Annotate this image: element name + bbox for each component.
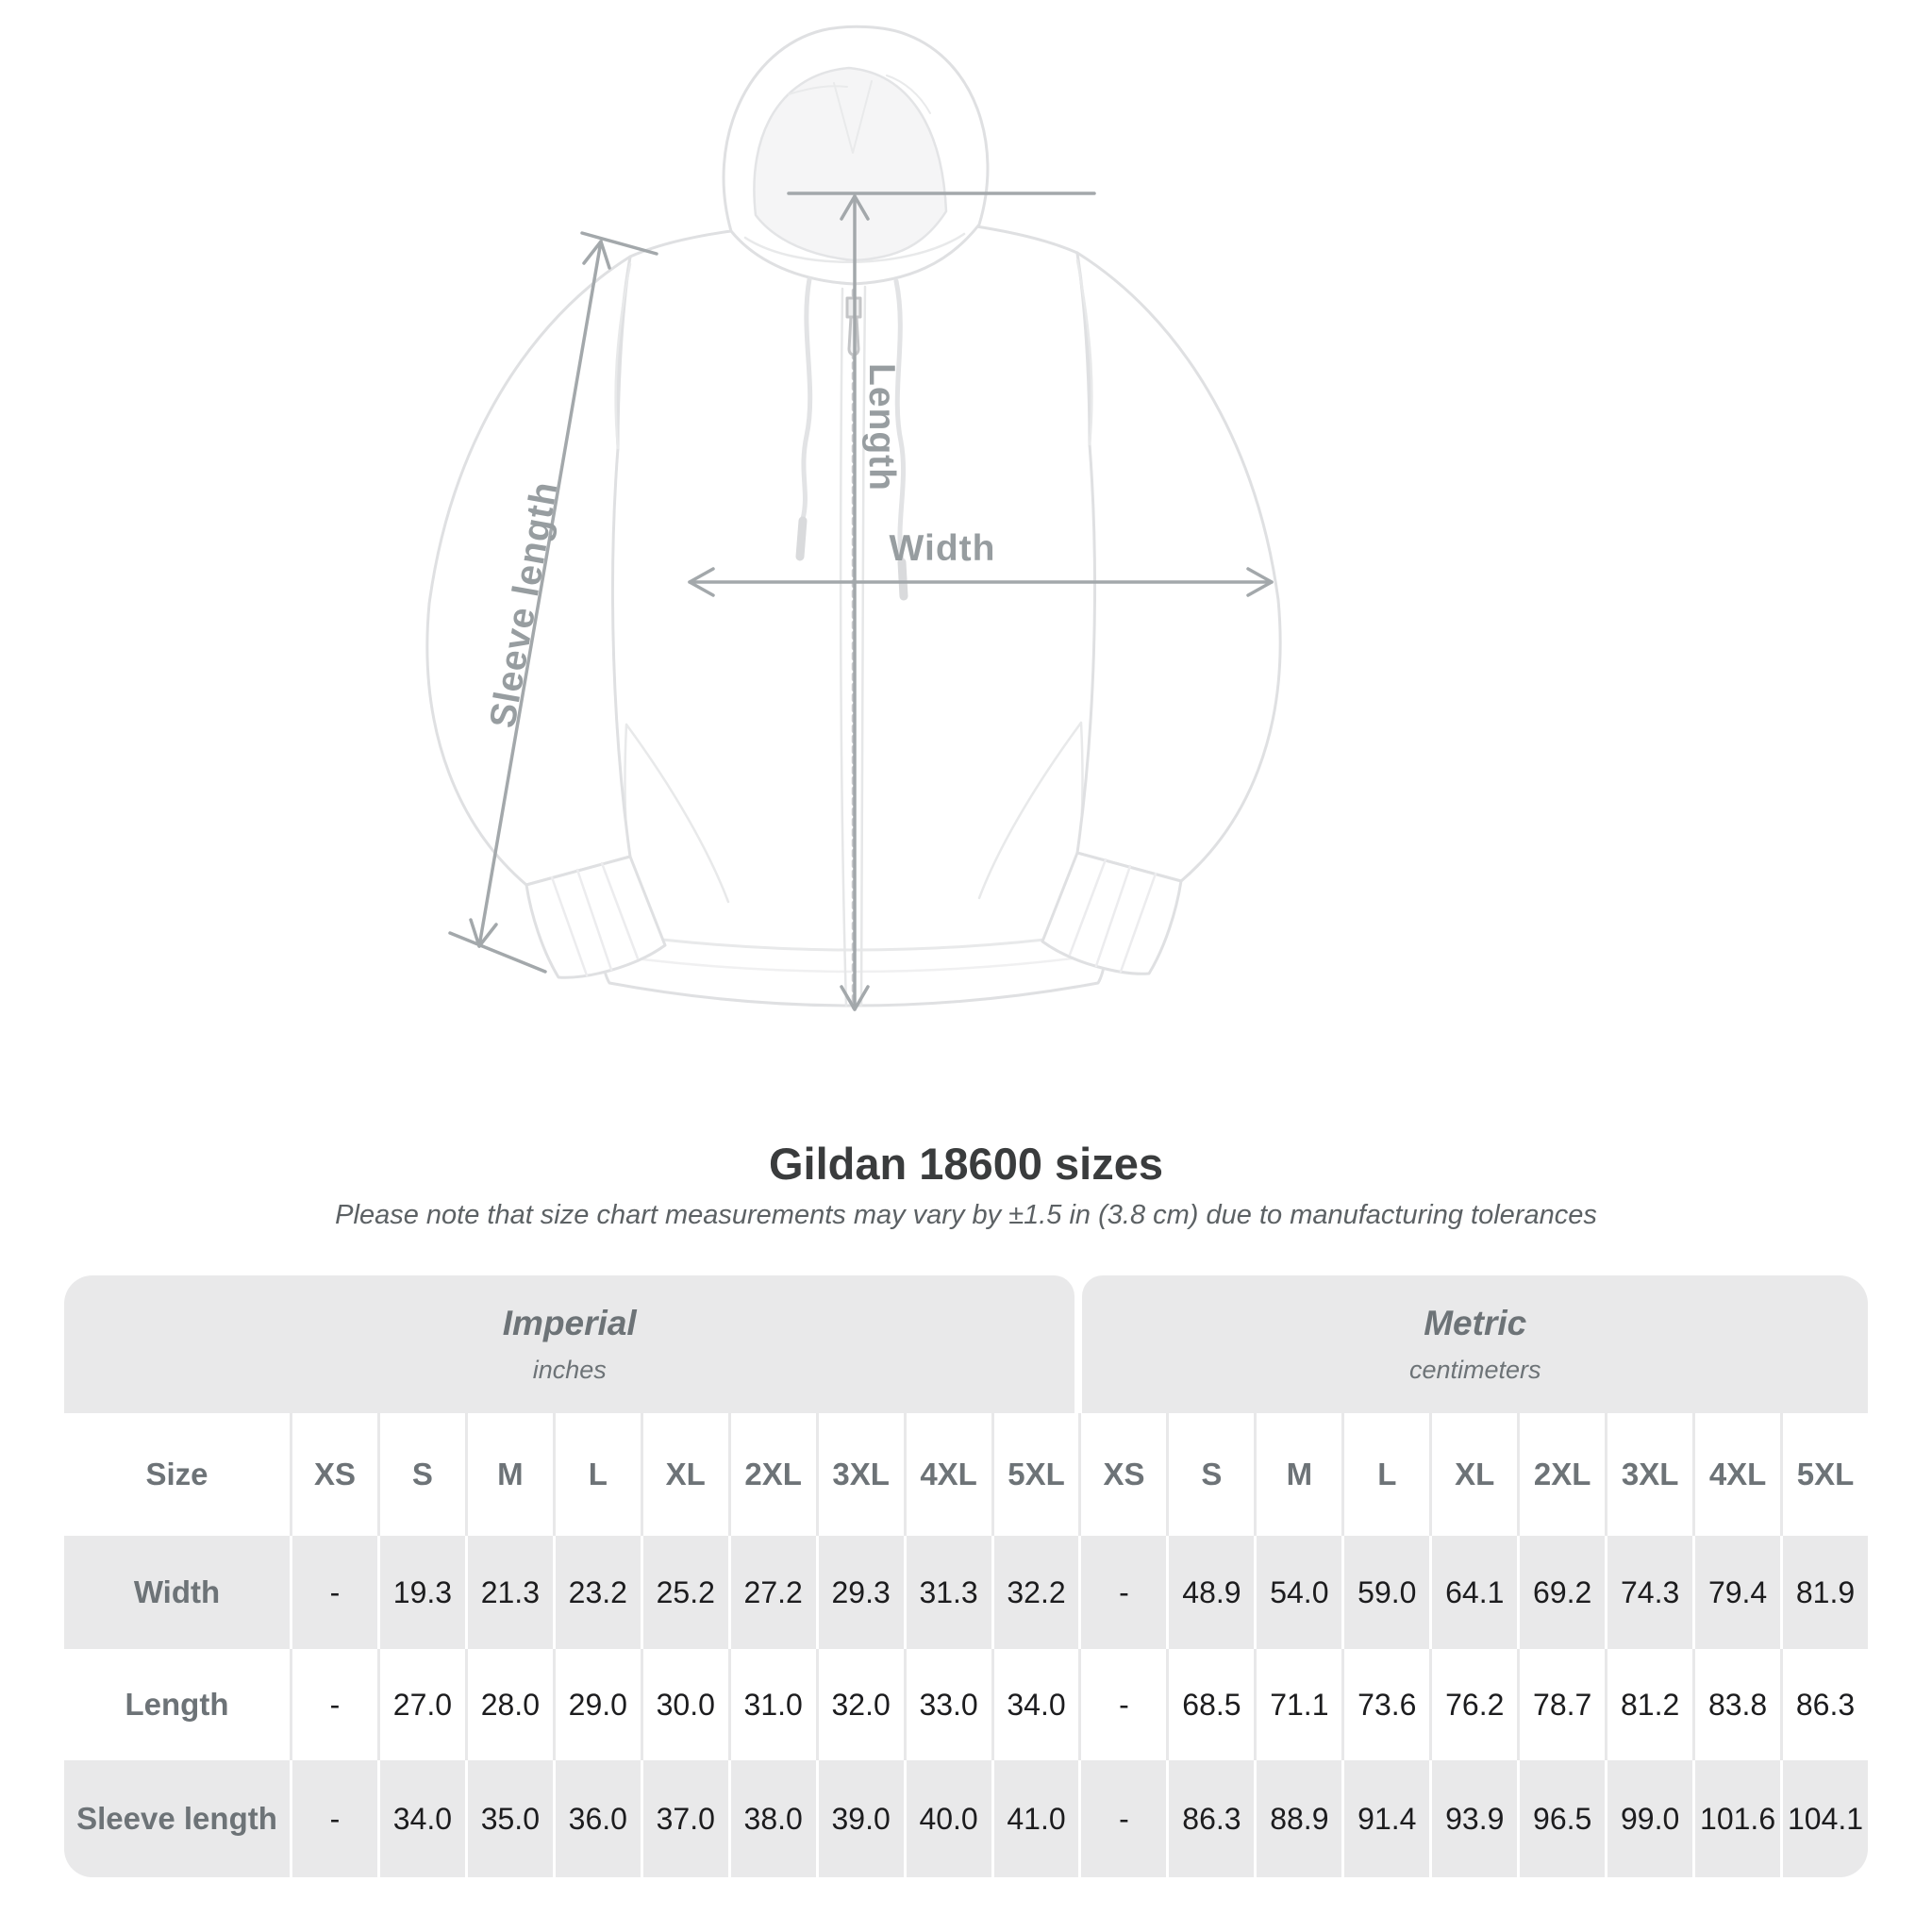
col-header-metric-4xl: 4XL: [1692, 1413, 1781, 1536]
cell-length-metric-4xl: 83.8: [1692, 1649, 1781, 1760]
cell-length-imperial-3xl: 32.0: [815, 1649, 904, 1760]
col-header-imperial-l: L: [552, 1413, 641, 1536]
cell-sleeve-metric-5xl: 104.1: [1780, 1760, 1868, 1877]
cell-length-imperial-xl: 30.0: [640, 1649, 728, 1760]
col-header-imperial-5xl: 5XL: [991, 1413, 1079, 1536]
col-header-metric-xl: XL: [1429, 1413, 1518, 1536]
col-header-imperial-3xl: 3XL: [815, 1413, 904, 1536]
imperial-label: Imperial: [502, 1304, 637, 1342]
cell-length-imperial-4xl: 33.0: [903, 1649, 991, 1760]
cell-sleeve-imperial-5xl: 41.0: [991, 1760, 1079, 1877]
col-header-imperial-xs: XS: [290, 1413, 377, 1536]
cell-width-metric-xs: -: [1078, 1536, 1167, 1649]
cell-sleeve-metric-s: 86.3: [1166, 1760, 1255, 1877]
cell-width-metric-4xl: 79.4: [1692, 1536, 1781, 1649]
cell-length-imperial-s: 27.0: [376, 1649, 465, 1760]
cell-width-imperial-xl: 25.2: [640, 1536, 728, 1649]
cell-length-metric-m: 71.1: [1254, 1649, 1342, 1760]
col-header-metric-l: L: [1341, 1413, 1430, 1536]
cell-width-imperial-2xl: 27.2: [727, 1536, 816, 1649]
row-label-width: Width: [64, 1536, 290, 1649]
cell-width-metric-m: 54.0: [1254, 1536, 1342, 1649]
cell-sleeve-metric-xs: -: [1078, 1760, 1167, 1877]
size-column-header: Size: [64, 1413, 290, 1536]
page-title: Gildan 18600 sizes: [768, 1139, 1164, 1189]
metric-unit-label: centimeters: [1408, 1356, 1541, 1384]
cell-length-imperial-2xl: 31.0: [727, 1649, 816, 1760]
length-dimension-label: Length: [861, 363, 902, 491]
imperial-band: Imperial inches: [64, 1275, 1075, 1413]
cell-sleeve-metric-xl: 93.9: [1429, 1760, 1518, 1877]
cell-width-imperial-4xl: 31.3: [903, 1536, 991, 1649]
cell-length-metric-l: 73.6: [1341, 1649, 1430, 1760]
col-header-metric-3xl: 3XL: [1605, 1413, 1693, 1536]
tolerance-note: Please note that size chart measurements…: [335, 1200, 1597, 1230]
cell-length-metric-2xl: 78.7: [1517, 1649, 1606, 1760]
cell-sleeve-imperial-xl: 37.0: [640, 1760, 728, 1877]
width-arrow: [688, 567, 1274, 597]
cell-sleeve-imperial-3xl: 39.0: [815, 1760, 904, 1877]
col-header-metric-xs: XS: [1078, 1413, 1167, 1536]
measurement-arrows: [448, 192, 1274, 1011]
metric-band: Metric centimeters: [1082, 1275, 1868, 1413]
col-header-metric-s: S: [1166, 1413, 1255, 1536]
row-label-length: Length: [64, 1649, 290, 1760]
cell-sleeve-imperial-s: 34.0: [376, 1760, 465, 1877]
cell-length-imperial-m: 28.0: [464, 1649, 553, 1760]
row-label-sleeve-length: Sleeve length: [64, 1760, 290, 1877]
cell-length-imperial-5xl: 34.0: [991, 1649, 1079, 1760]
metric-label: Metric: [1424, 1304, 1527, 1342]
col-header-metric-5xl: 5XL: [1780, 1413, 1868, 1536]
cell-sleeve-imperial-xs: -: [290, 1760, 377, 1877]
cell-sleeve-imperial-m: 35.0: [464, 1760, 553, 1877]
hoodie-diagram: Length Width Sleeve length: [425, 25, 1282, 1011]
cell-width-imperial-3xl: 29.3: [815, 1536, 904, 1649]
width-dimension-label: Width: [889, 528, 996, 569]
hoodie-drawing: [425, 25, 1282, 1010]
length-arrow: [787, 192, 1096, 1011]
col-header-imperial-4xl: 4XL: [903, 1413, 991, 1536]
cell-width-metric-3xl: 74.3: [1605, 1536, 1693, 1649]
cell-width-imperial-5xl: 32.2: [991, 1536, 1079, 1649]
cell-length-imperial-l: 29.0: [552, 1649, 641, 1760]
cell-sleeve-metric-2xl: 96.5: [1517, 1760, 1606, 1877]
col-header-imperial-2xl: 2XL: [727, 1413, 816, 1536]
cell-width-imperial-xs: -: [290, 1536, 377, 1649]
cell-width-metric-5xl: 81.9: [1780, 1536, 1868, 1649]
cell-sleeve-imperial-2xl: 38.0: [727, 1760, 816, 1877]
cell-width-metric-2xl: 69.2: [1517, 1536, 1606, 1649]
cell-width-imperial-s: 19.3: [376, 1536, 465, 1649]
cell-width-imperial-m: 21.3: [464, 1536, 553, 1649]
cell-length-metric-3xl: 81.2: [1605, 1649, 1693, 1760]
size-table: Imperial inches Metric centimeters Size …: [64, 1275, 1868, 1877]
cell-width-metric-s: 48.9: [1166, 1536, 1255, 1649]
col-header-metric-m: M: [1254, 1413, 1342, 1536]
cell-sleeve-metric-3xl: 99.0: [1605, 1760, 1693, 1877]
cell-sleeve-metric-4xl: 101.6: [1692, 1760, 1781, 1877]
hoodie-illustration: [425, 25, 1282, 1011]
cell-width-metric-l: 59.0: [1341, 1536, 1430, 1649]
col-header-imperial-xl: XL: [640, 1413, 728, 1536]
cell-width-imperial-l: 23.2: [552, 1536, 641, 1649]
cell-sleeve-metric-l: 91.4: [1341, 1760, 1430, 1877]
cell-length-imperial-xs: -: [290, 1649, 377, 1760]
cell-width-metric-xl: 64.1: [1429, 1536, 1518, 1649]
cell-length-metric-5xl: 86.3: [1780, 1649, 1868, 1760]
cell-sleeve-metric-m: 88.9: [1254, 1760, 1342, 1877]
sleeve-length-arrow: [448, 231, 658, 974]
col-header-imperial-m: M: [464, 1413, 553, 1536]
imperial-unit-label: inches: [532, 1356, 607, 1384]
col-header-imperial-s: S: [376, 1413, 465, 1536]
cell-length-metric-xs: -: [1078, 1649, 1167, 1760]
cell-sleeve-imperial-4xl: 40.0: [903, 1760, 991, 1877]
col-header-metric-2xl: 2XL: [1517, 1413, 1606, 1536]
cell-length-metric-xl: 76.2: [1429, 1649, 1518, 1760]
cell-sleeve-imperial-l: 36.0: [552, 1760, 641, 1877]
cell-length-metric-s: 68.5: [1166, 1649, 1255, 1760]
